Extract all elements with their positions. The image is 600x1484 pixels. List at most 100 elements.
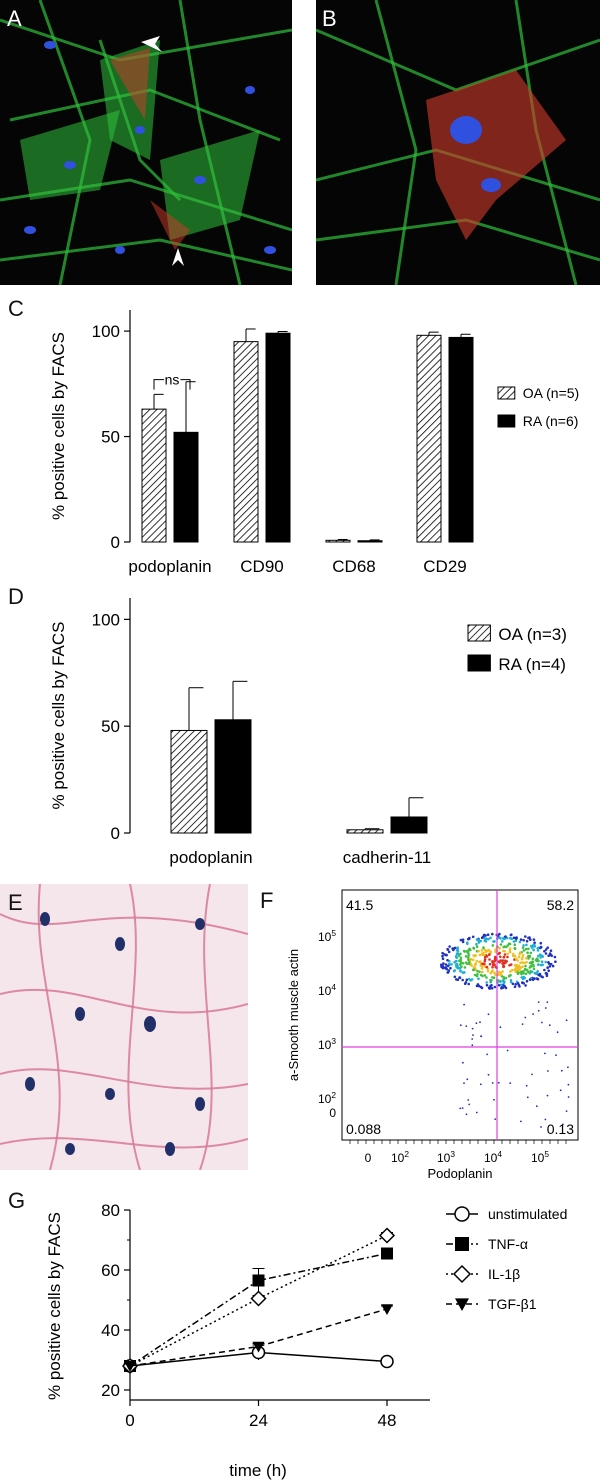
event-dot — [520, 972, 523, 976]
bar-chart-d: 0 50 100 % positive cells by FACS podoplanin… — [49, 598, 567, 867]
event-dot — [544, 952, 548, 955]
event-dot — [509, 1082, 512, 1084]
event-dot — [526, 951, 529, 954]
event-dot — [487, 937, 490, 941]
y-axis-label: % positive cells by FACS — [45, 1212, 64, 1400]
event-dot — [506, 1049, 509, 1052]
event-dot — [532, 948, 535, 952]
event-dot — [444, 963, 448, 966]
x-tick-label: 48 — [378, 1411, 397, 1430]
event-dot — [513, 964, 517, 967]
y-tick-label: 20 — [101, 1381, 120, 1400]
event-dot — [543, 949, 546, 953]
event-dot — [539, 946, 542, 950]
event-dot — [504, 986, 508, 990]
event-dot — [541, 975, 544, 979]
event-dot — [537, 954, 540, 958]
event-dot — [555, 1054, 557, 1057]
event-dot — [537, 1001, 540, 1003]
event-dot — [458, 963, 462, 966]
data-point — [252, 1341, 265, 1353]
event-dot — [493, 1098, 495, 1101]
event-dot — [441, 951, 444, 955]
event-dot — [521, 965, 524, 968]
event-dot — [475, 959, 479, 963]
event-dot — [540, 1126, 542, 1128]
x-tick-label: 0 — [125, 1411, 134, 1430]
event-dot — [480, 952, 484, 956]
event-dot — [502, 976, 505, 979]
legend-swatch — [497, 414, 516, 428]
event-dot — [480, 1035, 482, 1037]
event-dot — [533, 941, 536, 944]
event-dot — [525, 956, 528, 960]
event-dot — [482, 946, 485, 949]
event-dot — [488, 962, 492, 966]
event-dot — [497, 973, 500, 977]
event-dot — [535, 971, 539, 975]
event-dot — [460, 965, 463, 968]
event-dot — [462, 1061, 464, 1064]
event-dot — [528, 978, 532, 981]
event-dot — [475, 1022, 478, 1025]
panel-label-f: F — [260, 888, 274, 913]
category-label: CD68 — [332, 557, 375, 576]
event-dot — [463, 1003, 465, 1006]
event-dot — [517, 983, 521, 987]
event-dot — [490, 979, 493, 982]
event-dot — [498, 936, 501, 939]
event-dot — [527, 947, 530, 951]
significance-label: ns — [165, 372, 180, 388]
event-dot — [446, 947, 449, 951]
event-dot — [478, 960, 481, 964]
event-dot — [509, 980, 513, 984]
event-dot — [526, 1096, 529, 1099]
event-dot — [488, 987, 491, 990]
event-dot — [525, 979, 529, 983]
event-dot — [521, 1023, 524, 1025]
event-dot — [483, 958, 487, 961]
arrowhead-icon — [172, 248, 184, 266]
event-dot — [499, 1026, 502, 1029]
event-dot — [497, 1081, 500, 1084]
event-dot — [544, 1118, 547, 1121]
event-dot — [565, 1019, 568, 1022]
event-dot — [451, 947, 454, 950]
nuclei-a — [24, 41, 276, 254]
event-dot — [523, 961, 526, 965]
event-dot — [485, 976, 488, 979]
tick-label: 102 — [391, 1149, 409, 1165]
legend-entry: IL-1β — [488, 1266, 520, 1282]
event-dot — [524, 1016, 527, 1019]
event-dot — [439, 963, 443, 967]
event-dot — [479, 1021, 481, 1024]
event-dot — [450, 963, 453, 966]
tick-label: 0 — [365, 1151, 372, 1165]
event-dot — [514, 939, 518, 943]
micrograph-e-image — [0, 884, 248, 1170]
event-dot — [464, 955, 468, 958]
event-dot — [465, 962, 469, 966]
data-point — [455, 1237, 469, 1251]
legend-entry: OA (n=3) — [498, 625, 567, 644]
event-dot — [567, 1066, 569, 1069]
event-dot — [456, 978, 460, 981]
event-dot — [502, 937, 505, 940]
category-label: podoplanin — [128, 557, 211, 576]
y-axis-label: % positive cells by FACS — [49, 332, 68, 520]
event-dot — [485, 983, 489, 987]
event-dot — [483, 962, 486, 966]
event-dot — [522, 975, 526, 979]
quadrant-upper-right: 58.2 — [547, 897, 574, 913]
event-dot — [455, 962, 459, 966]
event-dot — [499, 943, 503, 946]
event-dot — [483, 953, 486, 957]
event-dot — [461, 938, 465, 941]
event-dot — [466, 956, 470, 959]
data-point — [454, 1206, 470, 1222]
event-dot — [522, 938, 525, 942]
tick-label: 103 — [437, 1149, 455, 1165]
event-dot — [491, 960, 494, 963]
event-dot — [487, 1013, 490, 1016]
event-dot — [468, 1103, 471, 1106]
